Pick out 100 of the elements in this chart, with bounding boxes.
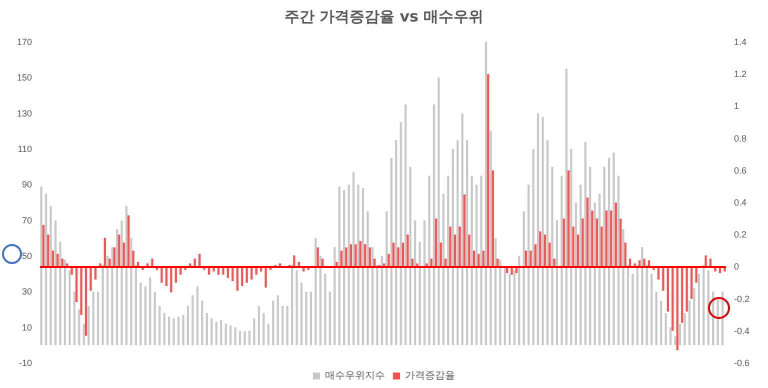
- bar: [336, 262, 338, 267]
- bar: [350, 244, 352, 267]
- bar: [438, 78, 440, 346]
- bar: [272, 300, 274, 346]
- bar: [125, 206, 128, 346]
- y-tick-label: 110: [18, 144, 32, 154]
- bar: [698, 274, 700, 346]
- chart-title: 주간 가격증감율 vs 매수우위: [284, 8, 484, 26]
- bar: [42, 224, 44, 267]
- bar: [428, 176, 430, 346]
- bar: [542, 116, 544, 346]
- bar: [354, 244, 357, 267]
- y2-tick-label: 0.8: [734, 133, 747, 144]
- bar: [340, 250, 343, 267]
- y2-tick-label: 0.4: [734, 198, 747, 208]
- bar: [404, 104, 407, 346]
- bar: [572, 226, 574, 267]
- bar: [248, 330, 251, 346]
- bar: [681, 266, 684, 323]
- bar: [418, 242, 421, 346]
- bar: [582, 218, 584, 267]
- bar: [562, 218, 565, 267]
- bar: [632, 274, 634, 346]
- bar: [702, 264, 705, 346]
- bar: [556, 220, 558, 346]
- bar: [144, 286, 146, 346]
- bar: [660, 300, 662, 346]
- bar: [168, 316, 170, 346]
- bar: [466, 140, 468, 346]
- bar: [267, 324, 270, 346]
- bar: [470, 176, 473, 346]
- y-tick-label: 170: [16, 37, 32, 47]
- bar: [594, 202, 596, 346]
- bar: [539, 231, 542, 267]
- bar: [624, 242, 626, 267]
- bar: [192, 295, 194, 346]
- bar: [244, 330, 246, 346]
- bar: [238, 330, 242, 346]
- y-tick-label: 130: [16, 108, 32, 118]
- bar: [328, 292, 331, 346]
- bar: [276, 295, 279, 346]
- bar: [264, 266, 267, 288]
- bar: [122, 242, 125, 267]
- bar: [362, 188, 364, 346]
- legend-label: 가격증감율: [405, 370, 455, 382]
- bar: [676, 266, 678, 350]
- bar: [480, 176, 482, 346]
- bar: [338, 186, 340, 346]
- bar: [449, 226, 452, 267]
- bar: [84, 266, 88, 336]
- bar: [78, 310, 80, 346]
- bar: [64, 260, 66, 346]
- bar: [364, 244, 366, 267]
- bar: [528, 184, 530, 346]
- bar: [548, 242, 551, 267]
- y-tick-label: 10: [22, 322, 32, 332]
- bar: [605, 210, 608, 267]
- y2-tick-label: 0.6: [734, 165, 747, 176]
- bar: [224, 324, 227, 346]
- bar: [646, 264, 648, 346]
- bar: [576, 234, 580, 267]
- bar: [513, 270, 516, 346]
- bar: [499, 260, 502, 346]
- y2-tick-label: -0.4: [734, 326, 750, 336]
- bar: [104, 238, 106, 267]
- bar: [414, 220, 416, 346]
- bar: [390, 158, 392, 346]
- bar: [296, 270, 298, 346]
- bar: [97, 292, 100, 346]
- bar: [319, 256, 322, 346]
- bar: [290, 264, 294, 346]
- bar: [182, 314, 184, 346]
- bar: [305, 292, 308, 346]
- bar: [215, 322, 218, 346]
- bar: [160, 266, 163, 283]
- bar: [684, 313, 686, 346]
- y2-tick-label: 1.2: [734, 69, 747, 80]
- y2-tick-label: 0.2: [734, 230, 747, 240]
- bar: [695, 266, 698, 283]
- bar: [220, 320, 222, 346]
- bar: [380, 256, 383, 346]
- bar: [508, 274, 511, 346]
- bar: [688, 300, 691, 346]
- bar: [310, 292, 312, 346]
- bar: [570, 149, 572, 346]
- bar: [118, 234, 120, 267]
- bar: [522, 211, 525, 346]
- y2-tick-label: 0: [734, 262, 740, 272]
- bar: [534, 244, 537, 267]
- bar: [589, 166, 592, 346]
- bar: [397, 247, 400, 267]
- bar: [82, 324, 85, 346]
- bar: [678, 324, 682, 346]
- bar: [177, 316, 180, 346]
- bar: [132, 250, 134, 267]
- bar: [641, 247, 644, 346]
- bar: [262, 313, 265, 346]
- bar: [454, 234, 456, 267]
- bar: [409, 166, 412, 346]
- bar: [530, 250, 532, 267]
